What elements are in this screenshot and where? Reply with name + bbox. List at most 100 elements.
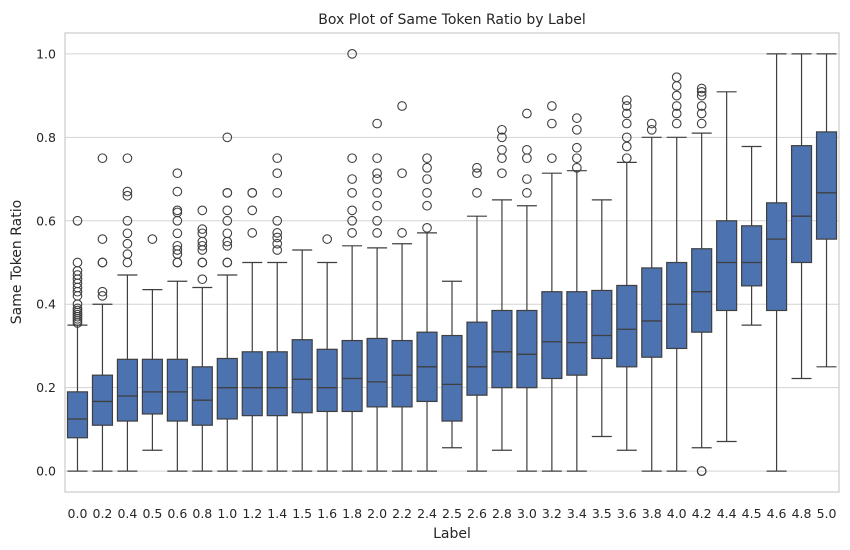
box-group bbox=[116, 153, 139, 472]
x-tick-label: 5.0 bbox=[817, 506, 837, 521]
box-group bbox=[216, 132, 238, 472]
outlier-point bbox=[497, 132, 507, 143]
box-iqr bbox=[466, 321, 488, 396]
outlier-point bbox=[172, 228, 183, 239]
x-tick-label: 2.5 bbox=[442, 506, 462, 521]
box-iqr bbox=[291, 339, 313, 414]
outlier-point bbox=[422, 174, 432, 184]
outlier-point bbox=[172, 240, 183, 251]
outlier-point bbox=[372, 168, 382, 179]
outlier-point bbox=[222, 240, 233, 251]
y-tick-label: 0.4 bbox=[36, 297, 56, 312]
x-tick-label: 0.8 bbox=[192, 506, 212, 521]
outlier-point bbox=[122, 257, 133, 268]
outlier-point bbox=[372, 200, 382, 211]
x-tick-label: 1.2 bbox=[242, 506, 262, 521]
box-iqr bbox=[765, 202, 788, 312]
outlier-point bbox=[197, 228, 208, 239]
box-iqr bbox=[191, 366, 213, 426]
box-iqr bbox=[691, 248, 713, 333]
box-iqr bbox=[641, 267, 663, 358]
box-group bbox=[166, 168, 188, 472]
boxes bbox=[66, 49, 838, 476]
x-axis-label: Label bbox=[433, 526, 471, 542]
outlier-point bbox=[696, 83, 707, 94]
y-tick-label: 0.6 bbox=[36, 213, 56, 228]
x-tick-label: 1.0 bbox=[217, 506, 237, 521]
outlier-point bbox=[272, 153, 283, 164]
outlier-point bbox=[347, 228, 357, 238]
outlier-point bbox=[522, 108, 532, 119]
outlier-point bbox=[621, 95, 632, 106]
outlier-point bbox=[522, 144, 532, 155]
x-tick-label: 1.5 bbox=[292, 506, 312, 521]
box-iqr bbox=[516, 309, 538, 389]
outlier-point bbox=[97, 234, 108, 244]
x-tick-label: 0.2 bbox=[93, 506, 113, 521]
box-iqr bbox=[491, 309, 513, 389]
box-group bbox=[441, 280, 463, 449]
box-iqr bbox=[241, 351, 263, 417]
outlier-point bbox=[522, 174, 532, 184]
box-group bbox=[366, 118, 388, 472]
x-tick-label: 3.2 bbox=[542, 506, 562, 521]
outlier-point bbox=[646, 124, 657, 135]
box-iqr bbox=[316, 348, 338, 413]
outlier-point bbox=[571, 124, 582, 135]
outlier-point bbox=[422, 187, 432, 198]
chart-title: Box Plot of Same Token Ratio by Label bbox=[318, 12, 586, 28]
x-tick-label: 4.0 bbox=[667, 506, 687, 521]
outlier-point bbox=[397, 168, 407, 179]
outlier-point bbox=[72, 270, 83, 280]
x-tick-label: 3.0 bbox=[517, 506, 537, 521]
x-tick-label: 0.4 bbox=[117, 506, 137, 521]
outlier-point bbox=[272, 232, 283, 243]
outlier-point bbox=[696, 118, 707, 129]
outlier-point bbox=[547, 153, 557, 164]
outlier-point bbox=[372, 187, 382, 198]
box-group bbox=[516, 108, 538, 472]
box-group bbox=[691, 83, 713, 476]
outlier-point bbox=[696, 90, 707, 101]
box-iqr bbox=[741, 225, 763, 287]
box-group bbox=[191, 205, 213, 472]
outlier-point bbox=[422, 162, 432, 173]
x-tick-label: 2.2 bbox=[392, 506, 412, 521]
outlier-point bbox=[97, 291, 108, 301]
outlier-point bbox=[347, 205, 357, 216]
outlier-point bbox=[621, 153, 632, 164]
y-axis-label: Same Token Ratio bbox=[9, 200, 25, 324]
outlier-point bbox=[197, 274, 208, 285]
outlier-point bbox=[372, 174, 382, 184]
outlier-point bbox=[172, 245, 183, 255]
outlier-point bbox=[472, 168, 482, 179]
box-iqr bbox=[541, 291, 563, 380]
box-group bbox=[391, 101, 413, 472]
outlier-point bbox=[671, 101, 682, 111]
outlier-point bbox=[222, 132, 233, 143]
box-group bbox=[141, 234, 163, 451]
outlier-point bbox=[97, 153, 108, 164]
box-iqr bbox=[91, 374, 114, 426]
box-group bbox=[466, 162, 488, 472]
outlier-point bbox=[197, 224, 208, 234]
outlier-point bbox=[197, 240, 208, 251]
outlier-point bbox=[222, 187, 233, 198]
outlier-point bbox=[272, 245, 283, 255]
box-group bbox=[341, 49, 363, 472]
outlier-point bbox=[372, 228, 382, 238]
outlier-point bbox=[122, 215, 133, 226]
plot-frame bbox=[64, 32, 840, 493]
outlier-point bbox=[347, 215, 357, 226]
outlier-point bbox=[547, 101, 557, 111]
outlier-point bbox=[347, 174, 357, 184]
outlier-point bbox=[72, 303, 83, 314]
box-iqr bbox=[141, 358, 163, 415]
outlier-point bbox=[621, 141, 632, 152]
outlier-point bbox=[122, 249, 133, 260]
outlier-point bbox=[172, 205, 183, 216]
box-group bbox=[66, 215, 89, 472]
outlier-point bbox=[671, 72, 682, 83]
box-group bbox=[541, 101, 563, 472]
outlier-point bbox=[422, 153, 432, 164]
